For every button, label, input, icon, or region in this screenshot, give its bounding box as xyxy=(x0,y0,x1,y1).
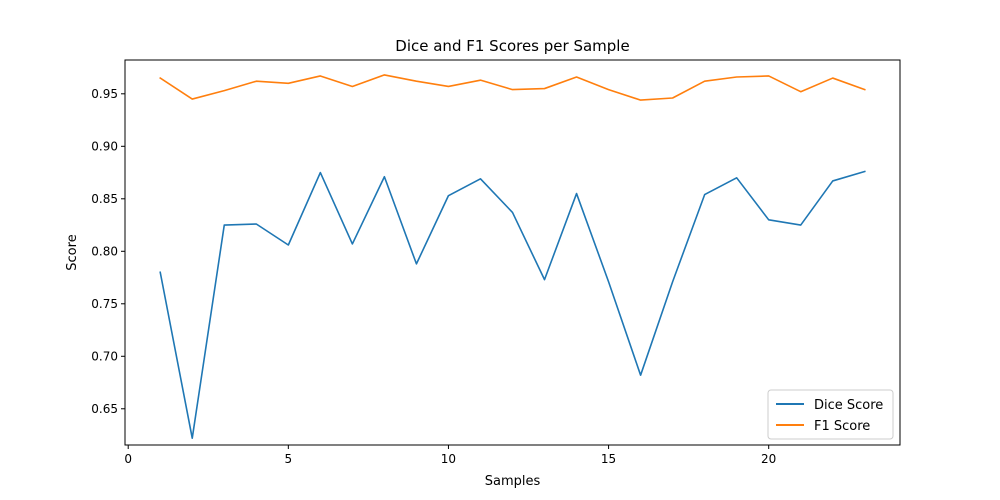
y-tick-label: 0.95 xyxy=(91,87,118,101)
x-tick-label: 0 xyxy=(124,452,132,466)
x-tick-label: 20 xyxy=(761,452,776,466)
y-tick-label: 0.65 xyxy=(91,402,118,416)
series-line-dice xyxy=(159,170,866,439)
legend-label-f1: F1 Score xyxy=(814,419,870,434)
y-tick-label: 0.90 xyxy=(91,139,118,153)
legend: Dice Score F1 Score xyxy=(767,389,894,440)
y-axis-label: Score xyxy=(65,234,80,270)
y-tick-label: 0.85 xyxy=(91,192,118,206)
x-tick-label: 15 xyxy=(601,452,616,466)
x-axis-label: Samples xyxy=(485,474,541,489)
x-tick-label: 5 xyxy=(285,452,293,466)
y-tick-label: 0.80 xyxy=(91,244,118,258)
series-line-f1 xyxy=(159,74,866,101)
legend-box xyxy=(767,389,894,440)
plot-area xyxy=(159,74,866,439)
chart-title: Dice and F1 Scores per Sample xyxy=(395,37,629,55)
y-tick-label: 0.75 xyxy=(91,297,118,311)
axes-frame xyxy=(124,59,901,446)
y-axis: 0.65 0.70 0.75 0.80 0.85 0.90 0.95 xyxy=(91,87,125,416)
y-tick-label: 0.70 xyxy=(91,349,118,363)
x-tick-label: 10 xyxy=(441,452,456,466)
legend-label-dice: Dice Score xyxy=(814,398,883,413)
x-axis: 0 5 10 15 20 xyxy=(124,445,776,466)
